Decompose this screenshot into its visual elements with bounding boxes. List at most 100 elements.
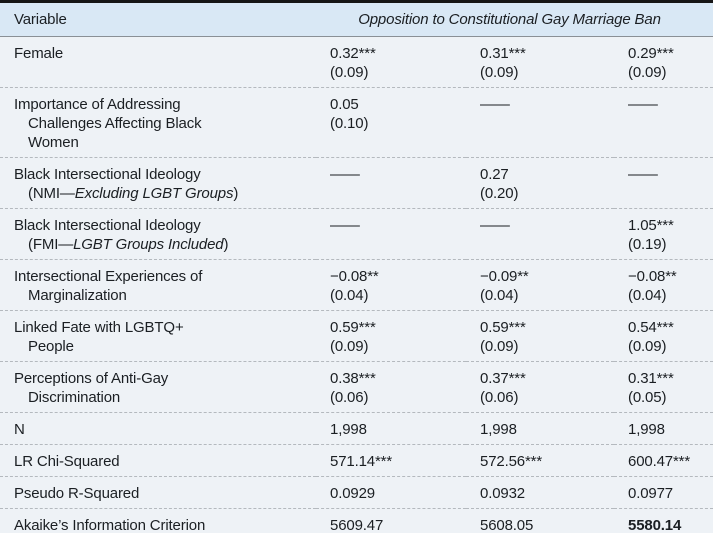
coefficient-value: 0.0932 — [480, 485, 525, 502]
variable-label: LR Chi-Squared — [0, 444, 316, 477]
coefficient-cell: 0.59*** (0.09) — [316, 310, 466, 362]
variable-label: Black Intersectional Ideology (NMI—Exclud… — [0, 157, 316, 209]
coefficient-cell: 0.05 (0.10) — [316, 87, 466, 158]
standard-error: (0.04) — [480, 287, 519, 304]
variable-label: Pseudo R-Squared — [0, 476, 316, 509]
coefficient-cell: 1.05*** (0.19) — [614, 208, 713, 260]
coefficient-value: 0.29*** — [628, 45, 674, 62]
standard-error: (0.06) — [330, 389, 369, 406]
standard-error: (0.09) — [628, 338, 667, 355]
coefficient-cell: 0.59*** (0.09) — [466, 310, 614, 362]
coefficient-cell: 571.14*** — [316, 444, 466, 477]
coefficient-value: 1,998 — [480, 421, 517, 438]
variable-column-header: Variable — [0, 1, 316, 37]
coefficient-value: 0.37*** — [480, 370, 526, 387]
coefficient-cell: 0.0977 — [614, 476, 713, 509]
variable-label-line: LR Chi-Squared — [14, 453, 120, 470]
coefficient-value: —— — [330, 217, 360, 234]
table-row: Black Intersectional Ideology (FMI—LGBT G… — [0, 208, 713, 260]
table-row: Black Intersectional Ideology (NMI—Exclud… — [0, 157, 713, 209]
variable-label-line: Black Intersectional Ideology — [14, 217, 201, 234]
coefficient-value: 0.32*** — [330, 45, 376, 62]
coefficient-value: 0.0929 — [330, 485, 375, 502]
variable-label-line: Challenges Affecting Black — [28, 115, 202, 132]
coefficient-cell: 0.54*** (0.09) — [614, 310, 713, 362]
coefficient-cell: —— — [614, 157, 713, 209]
table-row: LR Chi-Squared 571.14*** 572.56*** 600.47**… — [0, 444, 713, 477]
standard-error: (0.05) — [628, 389, 667, 406]
variable-label: N — [0, 412, 316, 445]
coefficient-cell: 0.27 (0.20) — [466, 157, 614, 209]
standard-error: (0.09) — [330, 338, 369, 355]
standard-error: (0.04) — [330, 287, 369, 304]
coefficient-cell: 0.32*** (0.09) — [316, 37, 466, 88]
standard-error: (0.04) — [628, 287, 667, 304]
variable-label-line: Pseudo R-Squared — [14, 485, 140, 502]
coefficient-cell: 0.31*** (0.05) — [614, 361, 713, 413]
coefficient-cell: 5608.05 — [466, 508, 614, 533]
coefficient-value: −0.09** — [480, 268, 529, 285]
table-row: N 1,998 1,998 1,998 — [0, 412, 713, 445]
coefficient-cell: 1,998 — [466, 412, 614, 445]
coefficient-value: 0.27 — [480, 166, 509, 183]
coefficient-value: 0.59*** — [330, 319, 376, 336]
standard-error: (0.09) — [628, 64, 667, 81]
coefficient-cell: 1,998 — [316, 412, 466, 445]
coefficient-cell: —— — [316, 157, 466, 209]
coefficient-value: 5608.05 — [480, 517, 534, 533]
header-row: Variable Opposition to Constitutional Ga… — [0, 1, 713, 37]
coefficient-value: 5580.14 — [628, 517, 682, 533]
table-row: Linked Fate with LGBTQ+ People 0.59*** (0.0… — [0, 310, 713, 362]
coefficient-cell: —— — [614, 87, 713, 158]
coefficient-value: 5609.47 — [330, 517, 384, 533]
coefficient-value: 0.31*** — [480, 45, 526, 62]
coefficient-cell: —— — [466, 208, 614, 260]
standard-error: (0.20) — [480, 185, 519, 202]
variable-label: Perceptions of Anti-Gay Discrimination — [0, 361, 316, 413]
variable-label: Importance of Addressing Challenges Affec… — [0, 87, 316, 158]
coefficient-cell: —— — [466, 87, 614, 158]
standard-error: (0.09) — [330, 64, 369, 81]
coefficient-value: 0.54*** — [628, 319, 674, 336]
coefficient-cell: 0.31*** (0.09) — [466, 37, 614, 88]
variable-label: Black Intersectional Ideology (FMI—LGBT G… — [0, 208, 316, 260]
variable-label: Intersectional Experiences of Marginaliza… — [0, 259, 316, 311]
coefficient-value: —— — [628, 166, 658, 183]
variable-label-line: Female — [14, 45, 64, 62]
coefficient-value: —— — [480, 217, 510, 234]
variable-label-line: Black Intersectional Ideology — [14, 166, 201, 183]
table-row: Intersectional Experiences of Marginaliza… — [0, 259, 713, 311]
variable-label: Female — [0, 37, 316, 88]
variable-label-line: (FMI—LGBT Groups Included) — [28, 236, 229, 253]
coefficient-cell: −0.09** (0.04) — [466, 259, 614, 311]
coefficient-value: —— — [480, 96, 510, 113]
table-row: Akaike’s Information Criterion 5609.47 560… — [0, 508, 713, 533]
coefficient-value: 1,998 — [330, 421, 367, 438]
standard-error: (0.19) — [628, 236, 667, 253]
variable-label-line: Intersectional Experiences of — [14, 268, 203, 285]
variable-label-line: N — [14, 421, 25, 438]
coefficient-value: 0.0977 — [628, 485, 673, 502]
standard-error: (0.06) — [480, 389, 519, 406]
variable-label-line: People — [28, 338, 74, 355]
dependent-variable-header: Opposition to Constitutional Gay Marriag… — [316, 1, 713, 37]
coefficient-value: −0.08** — [330, 268, 379, 285]
variable-label: Linked Fate with LGBTQ+ People — [0, 310, 316, 362]
coefficient-value: 0.31*** — [628, 370, 674, 387]
variable-label-line: Akaike’s Information Criterion — [14, 517, 206, 533]
standard-error: (0.09) — [480, 64, 519, 81]
coefficient-value: 0.59*** — [480, 319, 526, 336]
coefficient-cell: −0.08** (0.04) — [316, 259, 466, 311]
variable-label-line: Marginalization — [28, 287, 127, 304]
coefficient-cell: 1,998 — [614, 412, 713, 445]
coefficient-cell: 0.29*** (0.09) — [614, 37, 713, 88]
coefficient-value: −0.08** — [628, 268, 677, 285]
coefficient-cell: 0.0932 — [466, 476, 614, 509]
table-row: Female 0.32*** (0.09) 0.31*** (0.09) 0.29*** (… — [0, 37, 713, 88]
variable-label-line: Perceptions of Anti-Gay — [14, 370, 169, 387]
variable-label-line: Discrimination — [28, 389, 121, 406]
coefficient-value: 0.05 — [330, 96, 359, 113]
coefficient-value: 1.05*** — [628, 217, 674, 234]
variable-label-line: Linked Fate with LGBTQ+ — [14, 319, 184, 336]
